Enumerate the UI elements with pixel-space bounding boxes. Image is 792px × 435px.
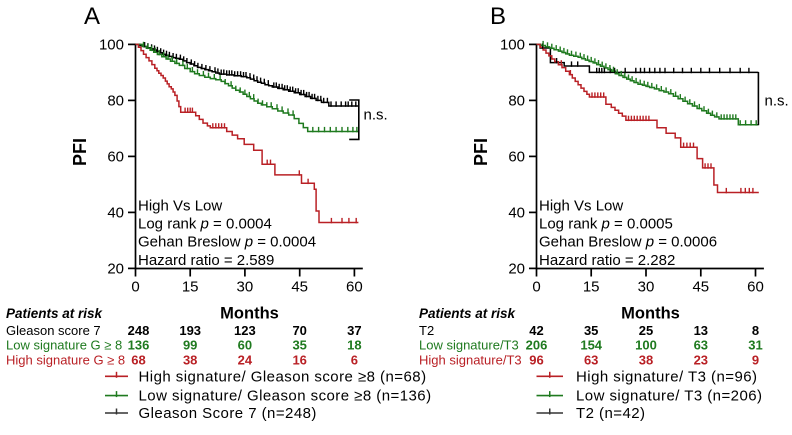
svg-text:Months: Months [220,305,279,323]
svg-text:A: A [84,3,100,30]
svg-text:96: 96 [529,352,543,367]
svg-text:High signature G ≥ 8: High signature G ≥ 8 [6,352,125,367]
svg-text:n.s.: n.s. [765,93,789,110]
svg-text:136: 136 [128,338,150,353]
svg-text:63: 63 [584,352,598,367]
svg-text:PFI: PFI [471,138,491,166]
svg-text:Hazard ratio = 2.589: Hazard ratio = 2.589 [138,252,274,269]
svg-text:B: B [490,3,506,30]
svg-text:248: 248 [128,323,150,338]
svg-text:Low signature G ≥ 8: Low signature G ≥ 8 [6,338,122,353]
svg-text:High signature/T3: High signature/T3 [419,352,522,367]
svg-text:38: 38 [183,352,197,367]
svg-text:23: 23 [694,352,708,367]
svg-text:Low signature/ T3 (n=206): Low signature/ T3 (n=206) [576,388,763,405]
svg-text:20: 20 [107,261,124,278]
svg-text:Patients at risk: Patients at risk [419,306,517,321]
svg-text:High Vs Low: High Vs Low [138,198,222,215]
svg-text:38: 38 [639,352,653,367]
svg-text:Hazard ratio = 2.282: Hazard ratio = 2.282 [539,252,675,269]
svg-text:0: 0 [131,279,139,296]
svg-text:High signature/ Gleason score: High signature/ Gleason score ≥8 (n=68) [139,368,427,385]
svg-text:18: 18 [347,338,361,353]
svg-text:70: 70 [292,323,306,338]
svg-text:n.s.: n.s. [364,107,388,124]
svg-text:193: 193 [179,323,201,338]
svg-text:37: 37 [347,323,361,338]
svg-text:Months: Months [621,305,680,323]
svg-text:20: 20 [508,261,525,278]
svg-text:Log rank p = 0.0005: Log rank p = 0.0005 [539,216,673,233]
svg-text:40: 40 [107,205,124,222]
svg-text:Gleason score 7: Gleason score 7 [6,323,101,338]
svg-text:Log rank p = 0.0004: Log rank p = 0.0004 [138,216,272,233]
svg-text:13: 13 [694,323,708,338]
svg-text:Low signature/T3: Low signature/T3 [419,338,519,353]
svg-text:35: 35 [292,338,306,353]
svg-text:99: 99 [183,338,197,353]
svg-text:15: 15 [182,279,199,296]
svg-text:42: 42 [529,323,543,338]
svg-text:60: 60 [346,279,363,296]
svg-text:15: 15 [583,279,600,296]
svg-text:16: 16 [292,352,306,367]
svg-text:60: 60 [747,279,764,296]
svg-text:T2: T2 [419,323,434,338]
svg-text:Gehan Breslow p = 0.0004: Gehan Breslow p = 0.0004 [138,234,316,251]
svg-text:8: 8 [752,323,759,338]
svg-text:60: 60 [238,338,252,353]
svg-text:100: 100 [500,37,525,54]
svg-text:154: 154 [580,338,602,353]
svg-text:0: 0 [532,279,540,296]
svg-text:206: 206 [526,338,548,353]
svg-text:31: 31 [748,338,762,353]
svg-text:High Vs Low: High Vs Low [539,198,623,215]
svg-text:30: 30 [638,279,655,296]
svg-text:25: 25 [639,323,653,338]
svg-text:80: 80 [107,93,124,110]
svg-text:63: 63 [694,338,708,353]
svg-text:68: 68 [131,352,145,367]
svg-text:100: 100 [635,338,657,353]
svg-text:Patients at risk: Patients at risk [6,306,104,321]
svg-text:24: 24 [238,352,253,367]
svg-text:45: 45 [692,279,709,296]
svg-text:40: 40 [508,205,525,222]
svg-text:PFI: PFI [70,138,90,166]
svg-text:Gleason Score 7 (n=248): Gleason Score 7 (n=248) [139,405,317,422]
svg-text:T2 (n=42): T2 (n=42) [576,405,646,422]
svg-text:Gehan Breslow p = 0.0006: Gehan Breslow p = 0.0006 [539,234,717,251]
svg-text:45: 45 [291,279,308,296]
svg-text:6: 6 [351,352,358,367]
svg-text:Low signature/ Gleason score ≥: Low signature/ Gleason score ≥8 (n=136) [139,388,432,405]
svg-text:9: 9 [752,352,759,367]
svg-text:30: 30 [237,279,254,296]
svg-text:High signature/ T3 (n=96): High signature/ T3 (n=96) [576,368,758,385]
svg-text:123: 123 [234,323,256,338]
svg-text:60: 60 [107,149,124,166]
svg-text:35: 35 [584,323,598,338]
svg-text:100: 100 [99,37,124,54]
svg-text:60: 60 [508,149,525,166]
svg-text:80: 80 [508,93,525,110]
